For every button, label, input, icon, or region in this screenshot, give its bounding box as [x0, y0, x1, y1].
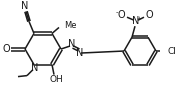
Text: N: N [31, 63, 39, 73]
Text: -: - [116, 9, 118, 15]
Text: Cl: Cl [168, 47, 177, 56]
Text: N: N [132, 16, 140, 26]
Text: O: O [117, 10, 125, 20]
Text: +: + [136, 16, 142, 21]
Text: Me: Me [64, 21, 76, 30]
Text: O: O [2, 44, 10, 54]
Text: O: O [145, 10, 153, 20]
Text: N: N [68, 39, 76, 49]
Text: N: N [76, 48, 84, 58]
Text: N: N [21, 1, 29, 11]
Text: OH: OH [49, 75, 63, 84]
